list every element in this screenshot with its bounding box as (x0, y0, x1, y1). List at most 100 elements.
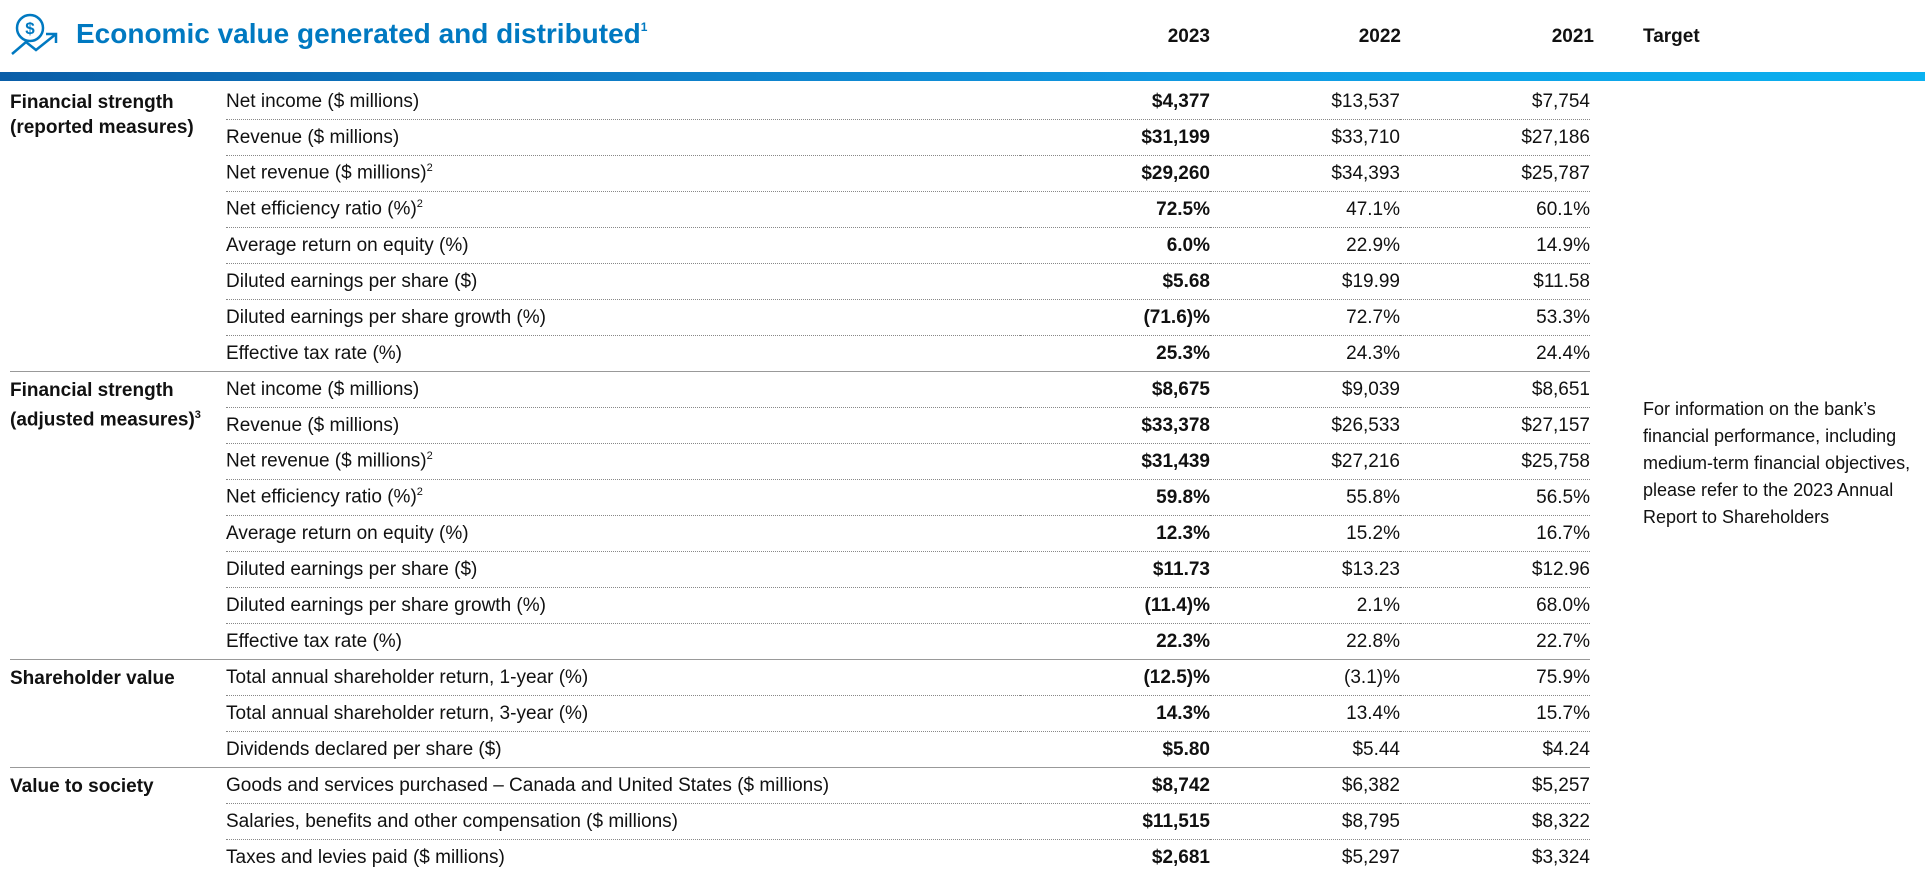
value: 24.3% (1210, 336, 1400, 372)
metric: Effective tax rate (%) (226, 624, 1020, 660)
metric: Average return on equity (%) (226, 228, 1020, 264)
value: 6.0% (1020, 228, 1210, 264)
value: (12.5)% (1020, 660, 1210, 696)
row: Diluted earnings per share growth (%)(11… (10, 588, 1590, 624)
value: 68.0% (1400, 588, 1590, 624)
metric-text: Effective tax rate (%) (226, 631, 402, 652)
metric-text: Salaries, benefits and other compensatio… (226, 811, 678, 832)
value: $33,710 (1210, 120, 1400, 156)
value: $8,651 (1400, 372, 1590, 408)
metric-text: Average return on equity (%) (226, 235, 469, 256)
metric: Net revenue ($ millions)2 (226, 444, 1020, 480)
metric-text: Diluted earnings per share ($) (226, 271, 477, 292)
row: Financial strength(reported measures)Net… (10, 84, 1590, 120)
value: $33,378 (1020, 408, 1210, 444)
value: 55.8% (1210, 480, 1400, 516)
value: 60.1% (1400, 192, 1590, 228)
value: 14.9% (1400, 228, 1590, 264)
group-label: Financial strength(reported measures) (10, 84, 226, 372)
value: (11.4)% (1020, 588, 1210, 624)
value: $8,795 (1210, 804, 1400, 840)
value: $7,754 (1400, 84, 1590, 120)
metric-text: Diluted earnings per share growth (%) (226, 307, 546, 328)
footnote-mark: 2 (427, 162, 433, 174)
value: $5,297 (1210, 840, 1400, 875)
row: Effective tax rate (%)25.3%24.3%24.4% (10, 336, 1590, 372)
row: Dividends declared per share ($)$5.80$5.… (10, 732, 1590, 768)
value: $13,537 (1210, 84, 1400, 120)
metric: Diluted earnings per share ($) (226, 264, 1020, 300)
row: Diluted earnings per share ($) $5.68$19.9… (10, 264, 1590, 300)
header-bar (0, 72, 1925, 81)
row: Effective tax rate (%)22.3%22.8%22.7% (10, 624, 1590, 660)
column-header: Target (1643, 26, 1700, 48)
value: 56.5% (1400, 480, 1590, 516)
group-label: Shareholder value (10, 660, 226, 768)
row: Average return on equity (%)12.3%15.2%16… (10, 516, 1590, 552)
value: $26,533 (1210, 408, 1400, 444)
metric: Average return on equity (%) (226, 516, 1020, 552)
row: Revenue ($ millions)$33,378$26,533$27,15… (10, 408, 1590, 444)
value: 59.8% (1020, 480, 1210, 516)
group-label: Financial strength(adjusted measures)3 (10, 372, 226, 660)
value: 25.3% (1020, 336, 1210, 372)
row: Total annual shareholder return, 3-year … (10, 696, 1590, 732)
value: $25,787 (1400, 156, 1590, 192)
footnote-mark: 1 (641, 20, 648, 34)
value: 22.9% (1210, 228, 1400, 264)
metric: Total annual shareholder return, 1-year … (226, 660, 1020, 696)
metric: Net income ($ millions) (226, 372, 1020, 408)
metric-text: Net efficiency ratio (%) (226, 199, 417, 220)
value: $3,324 (1400, 840, 1590, 875)
group-label-line: (adjusted measures)3 (10, 403, 226, 432)
title-text: Economic value generated and distributed (76, 18, 641, 49)
value: 75.9% (1400, 660, 1590, 696)
value: 14.3% (1020, 696, 1210, 732)
value: $2,681 (1020, 840, 1210, 875)
metric: Diluted earnings per share ($) (226, 552, 1020, 588)
value: $8,675 (1020, 372, 1210, 408)
value: 2.1% (1210, 588, 1400, 624)
metric-text: Net income ($ millions) (226, 91, 419, 112)
metric-text: Net income ($ millions) (226, 379, 419, 400)
value: 22.8% (1210, 624, 1400, 660)
value: $5.68 (1020, 264, 1210, 300)
row: Average return on equity (%) 6.0%22.9%14.… (10, 228, 1590, 264)
title: Economic value generated and distributed… (76, 18, 647, 50)
target-text: For information on the bank’s financial … (1643, 396, 1925, 531)
value: (71.6)% (1020, 300, 1210, 336)
value: $11,515 (1020, 804, 1210, 840)
footnote-mark: 2 (417, 198, 423, 210)
value: $4.24 (1400, 732, 1590, 768)
column-header: 2022 (1211, 26, 1401, 48)
metric-text: Net revenue ($ millions) (226, 451, 427, 472)
metric: Net income ($ millions) (226, 84, 1020, 120)
value: 15.2% (1210, 516, 1400, 552)
value: (3.1)% (1210, 660, 1400, 696)
metric-text: Dividends declared per share ($) (226, 739, 502, 760)
value: $27,216 (1210, 444, 1400, 480)
value: 72.7% (1210, 300, 1400, 336)
row: Taxes and levies paid ($ millions)$2,681… (10, 840, 1590, 875)
footnote-mark: 2 (427, 450, 433, 462)
value: 22.3% (1020, 624, 1210, 660)
value: 13.4% (1210, 696, 1400, 732)
value: $31,199 (1020, 120, 1210, 156)
value: $11.73 (1020, 552, 1210, 588)
value: $31,439 (1020, 444, 1210, 480)
metric: Total annual shareholder return, 3-year … (226, 696, 1020, 732)
value: $12.96 (1400, 552, 1590, 588)
value: 53.3% (1400, 300, 1590, 336)
value: 24.4% (1400, 336, 1590, 372)
metric-text: Revenue ($ millions) (226, 127, 399, 148)
metric-text: Net efficiency ratio (%) (226, 487, 417, 508)
value: $19.99 (1210, 264, 1400, 300)
value: $27,157 (1400, 408, 1590, 444)
metric: Taxes and levies paid ($ millions) (226, 840, 1020, 875)
value: $34,393 (1210, 156, 1400, 192)
group-label-line: Shareholder value (10, 666, 226, 691)
